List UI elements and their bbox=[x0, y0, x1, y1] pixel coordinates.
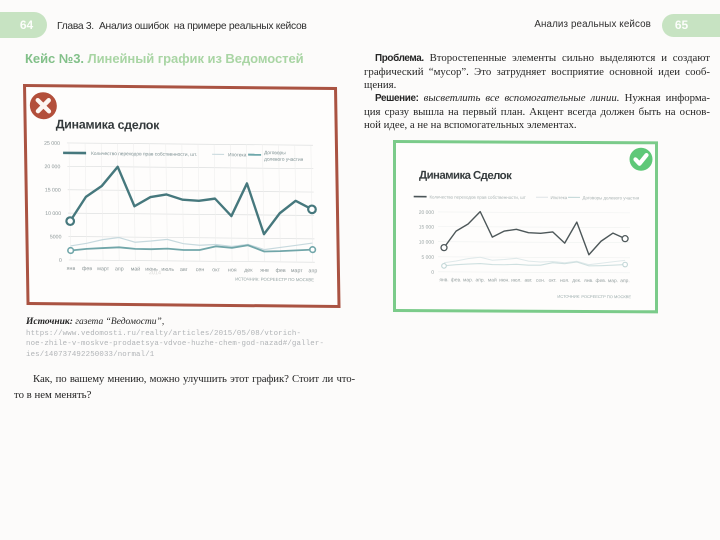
svg-text:янв.: янв. bbox=[439, 278, 448, 283]
svg-text:янв: янв bbox=[260, 268, 269, 274]
svg-text:авг: авг bbox=[180, 267, 188, 273]
svg-text:окт: окт bbox=[212, 267, 220, 273]
svg-text:май: май bbox=[131, 266, 141, 273]
svg-text:сен: сен bbox=[196, 267, 205, 273]
svg-text:фев.: фев. bbox=[596, 278, 607, 284]
svg-text:0: 0 bbox=[59, 258, 62, 264]
svg-text:янв: янв bbox=[67, 266, 76, 272]
svg-text:дек.: дек. bbox=[572, 279, 581, 284]
svg-text:Динамика сделок: Динамика сделок bbox=[56, 117, 161, 132]
svg-text:Динамика Сделок: Динамика Сделок bbox=[419, 170, 512, 182]
svg-text:апр.: апр. bbox=[475, 278, 484, 283]
svg-text:0: 0 bbox=[431, 270, 434, 276]
svg-text:мар.: мар. bbox=[463, 278, 473, 283]
svg-text:Количество переходов прав собс: Количество переходов прав собственности,… bbox=[430, 194, 526, 199]
svg-text:5000: 5000 bbox=[50, 234, 62, 240]
svg-text:ИСТОЧНИК: РОСРЕЕСТР ПО МОСКВЕ: ИСТОЧНИК: РОСРЕЕСТР ПО МОСКВЕ bbox=[235, 277, 314, 283]
svg-text:авг.: авг. bbox=[525, 279, 533, 284]
svg-text:фев.: фев. bbox=[451, 277, 462, 283]
svg-text:июнь: июнь bbox=[145, 267, 158, 273]
svg-text:Договоры: Договоры bbox=[264, 150, 286, 156]
svg-text:Договоры долевого участия: Договоры долевого участия bbox=[583, 195, 640, 200]
svg-text:5 000: 5 000 bbox=[421, 255, 434, 261]
svg-text:фев: фев bbox=[276, 268, 286, 274]
svg-text:март: март bbox=[97, 266, 110, 272]
svg-text:25 000: 25 000 bbox=[44, 141, 60, 147]
svg-text:янв.: янв. bbox=[584, 279, 593, 284]
svg-text:июль: июль bbox=[161, 267, 174, 273]
svg-text:ИСТОЧНИК: РОСРЕЕСТР ПО МОСКВЕ: ИСТОЧНИК: РОСРЕЕСТР ПО МОСКВЕ bbox=[557, 294, 631, 299]
svg-text:долевого участия: долевого участия bbox=[264, 158, 304, 163]
svg-text:10 000: 10 000 bbox=[45, 211, 61, 217]
svg-text:март: март bbox=[291, 268, 304, 274]
svg-text:15 000: 15 000 bbox=[45, 187, 61, 193]
svg-text:ноя: ноя bbox=[228, 267, 237, 273]
svg-text:фев: фев bbox=[82, 266, 92, 272]
svg-text:дек: дек bbox=[244, 268, 253, 274]
svg-text:Ипотека: Ипотека bbox=[228, 152, 247, 158]
svg-text:апр: апр bbox=[308, 268, 317, 274]
svg-text:май: май bbox=[488, 276, 497, 283]
svg-text:июл.: июл. bbox=[511, 279, 522, 284]
svg-text:20 000: 20 000 bbox=[44, 164, 60, 170]
svg-text:мар.: мар. bbox=[608, 279, 618, 284]
svg-text:Количество переходов прав собс: Количество переходов прав собственности,… bbox=[91, 151, 197, 158]
svg-text:10 000: 10 000 bbox=[419, 240, 435, 246]
svg-text:апр: апр bbox=[115, 266, 124, 272]
svg-text:апр.: апр. bbox=[620, 279, 629, 284]
svg-text:20 000: 20 000 bbox=[419, 210, 435, 216]
svg-text:15 000: 15 000 bbox=[419, 225, 435, 231]
svg-text:окт.: окт. bbox=[549, 279, 557, 284]
svg-text:сен.: сен. bbox=[536, 279, 545, 284]
svg-text:ноя.: ноя. bbox=[560, 279, 569, 284]
svg-text:2014: 2014 bbox=[149, 270, 161, 276]
svg-text:Ипотека: Ипотека bbox=[551, 195, 568, 200]
svg-text:июн.: июн. bbox=[499, 279, 509, 284]
